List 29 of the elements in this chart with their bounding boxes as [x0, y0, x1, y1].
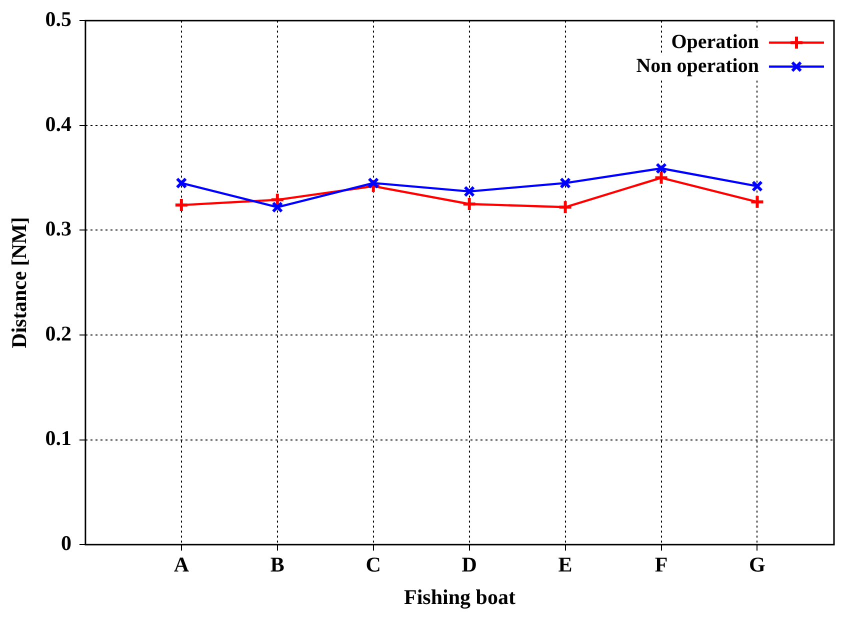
legend-label: Non operation [636, 54, 759, 77]
x-tick-label: E [558, 552, 572, 577]
x-tick-label: G [749, 552, 766, 577]
y-tick-label: 0 [60, 531, 72, 556]
point [272, 201, 284, 213]
x-tick-label: C [366, 552, 381, 577]
point [560, 177, 572, 189]
point [654, 170, 669, 186]
y-tick-label: 0.1 [45, 426, 72, 450]
y-axis-title: Distance [NM] [7, 216, 32, 348]
point [558, 200, 573, 215]
x-tick-label: F [654, 552, 668, 577]
y-tick-label: 0.5 [45, 7, 72, 32]
x-tick-label: D [462, 552, 477, 577]
x-tick-label: A [174, 552, 190, 577]
point [464, 186, 476, 198]
point [368, 177, 380, 189]
point [462, 196, 477, 212]
legend-label: Operation [671, 30, 759, 53]
point [174, 198, 189, 213]
x-tick-label: B [270, 552, 284, 577]
x-axis-title: Fishing boat [404, 584, 516, 609]
point [750, 194, 765, 210]
point [656, 162, 667, 174]
point [176, 177, 188, 189]
y-tick-label: 0.2 [45, 321, 72, 346]
point [751, 180, 763, 192]
y-tick-label: 0.4 [45, 112, 72, 136]
y-tick-label: 0.3 [45, 216, 72, 241]
